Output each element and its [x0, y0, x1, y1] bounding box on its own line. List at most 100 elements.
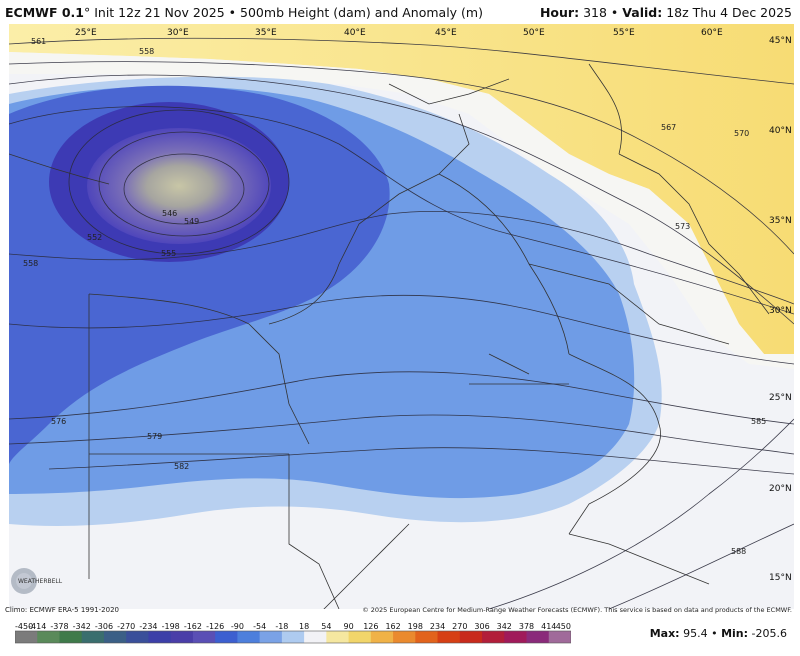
scale-tick-label: 378 [519, 622, 534, 631]
contour-label: 573 [675, 222, 690, 231]
contour-label: 558 [23, 259, 38, 268]
lat-label: 35°N [769, 216, 792, 226]
scale-tick-label: -234 [139, 622, 157, 631]
valid-value: 18z Thu 4 Dec 2025 [666, 4, 792, 20]
map-panel: 561 558 546 549 552 555 558 576 579 582 … [9, 24, 794, 609]
scale-tick-label: -162 [184, 622, 202, 631]
warm-anomaly-area [9, 24, 794, 354]
lat-label: 15°N [769, 573, 792, 583]
lat-label: 40°N [769, 126, 792, 136]
neutral-band [9, 52, 794, 369]
scale-swatch [504, 631, 528, 643]
lon-label: 45°E [435, 28, 457, 38]
valid-info: Hour: 318 • Valid: 18z Thu 4 Dec 2025 [540, 5, 800, 20]
map-svg: 561 558 546 549 552 555 558 576 579 582 … [9, 24, 794, 609]
contour-label: 567 [661, 123, 676, 132]
scale-swatch [370, 631, 394, 643]
scale-tick-label: -414 [28, 622, 46, 631]
contour-label: 585 [751, 417, 766, 426]
lon-label: 30°E [167, 28, 189, 38]
scale-swatch [326, 631, 350, 643]
scale-tick-label: -342 [73, 622, 91, 631]
scale-swatch [548, 631, 571, 643]
scale-swatch [259, 631, 283, 643]
lat-label: 25°N [769, 393, 792, 403]
hour-label: Hour: [539, 4, 580, 20]
scale-tick-label: 18 [299, 622, 309, 631]
scale-swatch [393, 631, 416, 643]
degree-symbol: ° [83, 4, 91, 20]
lon-label: 40°E [344, 28, 366, 38]
scale-swatch [237, 631, 261, 643]
contour-labels: 561 558 546 549 552 555 558 576 579 582 … [23, 37, 766, 556]
scale-swatch [15, 631, 38, 643]
scale-swatch [126, 631, 149, 643]
scale-swatch [81, 631, 105, 643]
scale-swatch [526, 631, 550, 643]
scale-swatch [103, 631, 127, 643]
scale-swatch [37, 631, 60, 643]
lat-label: 30°N [769, 306, 792, 316]
title: ECMWF 0.1° Init 12z 21 Nov 2025 • 500mb … [0, 5, 483, 20]
logo-text: WEATHERBELL [18, 578, 63, 585]
lon-label: 35°E [255, 28, 277, 38]
header-bar: ECMWF 0.1° Init 12z 21 Nov 2025 • 500mb … [0, 0, 800, 24]
scale-tick-label: 90 [344, 622, 354, 631]
contour-label: 555 [161, 249, 176, 258]
contour-label: 588 [731, 547, 746, 556]
scale-tick-label: 126 [363, 622, 378, 631]
scale-tick-label: 306 [474, 622, 489, 631]
contour-label: 576 [51, 417, 66, 426]
scale-tick-label: 342 [497, 622, 512, 631]
color-scale: -450-414 -378 -342 -306 -270 -234 -198 -162 -126… [15, 622, 571, 644]
scale-tick-label: -450 [15, 622, 33, 631]
scale-tick-label: -54 [253, 622, 266, 631]
valid-label: Valid: [622, 4, 663, 20]
scale-swatch [415, 631, 439, 643]
contour-label: 570 [734, 129, 749, 138]
low-center [87, 128, 271, 244]
scale-tick-label: 162 [385, 622, 400, 631]
lat-label: 45°N [769, 36, 792, 46]
scale-swatch [348, 631, 372, 643]
lon-label: 60°E [701, 28, 723, 38]
scale-swatch [170, 631, 194, 643]
contour-label: 549 [184, 217, 199, 226]
lon-label: 55°E [613, 28, 635, 38]
scale-tick-label: 54 [321, 622, 331, 631]
bullet: • [610, 4, 619, 20]
contour-label: 546 [162, 209, 177, 218]
min-value: -205.6 [751, 627, 787, 640]
scale-swatch [459, 631, 483, 643]
bullet: • [228, 4, 237, 20]
scale-tick-label: -270 [117, 622, 135, 631]
borders [9, 63, 770, 609]
lat-label: 20°N [769, 484, 792, 494]
scale-tick-label: 270 [452, 622, 467, 631]
scale-swatch [281, 631, 305, 643]
climo-note: Climo: ECMWF ERA-5 1991-2020 [5, 606, 119, 614]
hour-value: 318 [583, 4, 607, 20]
scale-tick-label: -18 [275, 622, 288, 631]
scale-swatch [437, 631, 461, 643]
scale-tick-label: 450 [556, 622, 571, 631]
contour-label: 561 [31, 37, 46, 46]
contour-label: 552 [87, 233, 102, 242]
lon-label: 50°E [523, 28, 545, 38]
scale-swatch [304, 631, 327, 643]
scale-swatch [192, 631, 216, 643]
max-label: Max: [649, 627, 680, 640]
separator: • [711, 627, 718, 640]
model-name: ECMWF 0.1 [5, 4, 84, 20]
scale-tick-label: -126 [206, 622, 224, 631]
scale-swatch [148, 631, 172, 643]
scale-swatch [482, 631, 505, 643]
scale-border [15, 630, 571, 644]
scale-tick-label: 234 [430, 622, 445, 631]
contours [9, 37, 794, 609]
weatherbell-logo: WEATHERBELL [11, 568, 63, 594]
lon-label: 25°E [75, 28, 97, 38]
scale-swatch [215, 631, 238, 643]
scale-tick-label: 414 [541, 622, 556, 631]
max-min-stats: Max: 95.4 • Min: -205.6 [650, 627, 787, 640]
